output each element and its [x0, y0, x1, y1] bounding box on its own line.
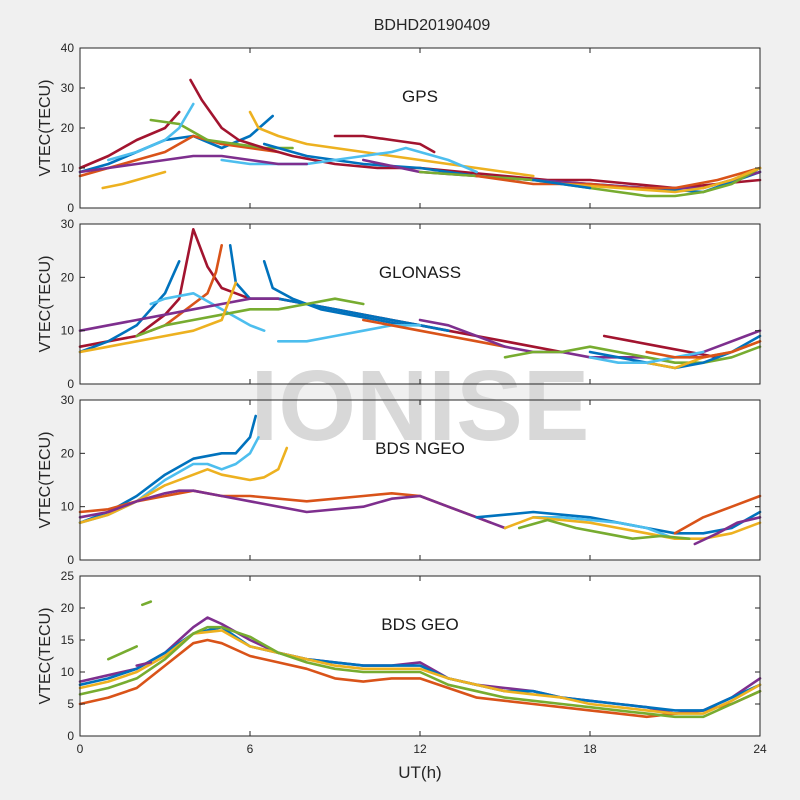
- panel-glonass: 0 10 20 30 GLONASS VTEC(TECU): [37, 217, 762, 391]
- y-tick-label: 15: [61, 633, 75, 647]
- series-line-bds-geo-1: [78, 638, 762, 719]
- x-tick-label: 24: [753, 742, 767, 756]
- series-line-gps-17: [101, 170, 167, 190]
- series-line-gps-16: [531, 178, 592, 190]
- series-line-glonass-6: [149, 291, 266, 333]
- watermark: IONISE: [251, 350, 590, 462]
- x-tick-label: 0: [77, 742, 84, 756]
- series-line-bds-geo-7: [141, 600, 153, 607]
- y-tick-label: 0: [67, 553, 74, 567]
- panel-label-bds-ngeo: BDS NGEO: [375, 439, 465, 458]
- y-tick-label: 10: [61, 324, 75, 338]
- y-tick-label: 30: [61, 217, 75, 231]
- series-line-glonass-9: [78, 281, 238, 354]
- y-tick-label: 5: [67, 697, 74, 711]
- x-tick-label: 6: [247, 742, 254, 756]
- series-line-bds-geo-5: [78, 625, 762, 719]
- series-line-gps-10: [333, 134, 436, 154]
- series-line-bds-geo-6: [107, 645, 138, 661]
- series-line-bds-ngeo-5: [78, 489, 507, 530]
- series-line-glonass-19: [645, 339, 762, 359]
- series-line-glonass-5: [262, 259, 408, 327]
- series-line-bds-ngeo-8: [503, 515, 762, 541]
- y-axis-label-bds-ngeo: VTEC(TECU): [37, 432, 54, 529]
- series-line-gps-5: [107, 102, 195, 162]
- plot-area-gps: [79, 47, 761, 209]
- y-tick-label: 20: [61, 270, 75, 284]
- y-tick-label: 30: [61, 393, 75, 407]
- series-line-gps-2: [78, 114, 275, 174]
- y-tick-label: 10: [61, 161, 75, 175]
- x-axis-label: UT(h): [398, 763, 441, 782]
- figure-title: BDHD20190409: [374, 17, 491, 34]
- y-axis-label-glonass: VTEC(TECU): [37, 256, 54, 353]
- series-line-glonass-11: [361, 318, 507, 349]
- series-line-gps-13: [418, 166, 762, 198]
- panel-bds-geo: 0 5 10 15 20 25 BDS GEO VTEC(TECU): [37, 569, 762, 743]
- y-tick-label: 10: [61, 500, 75, 514]
- panel-label-bds-geo: BDS GEO: [381, 615, 458, 634]
- series-line-glonass-8: [78, 297, 280, 333]
- y-tick-label: 20: [61, 446, 75, 460]
- series-line-gps-9: [220, 146, 479, 174]
- y-tick-label: 20: [61, 121, 75, 135]
- panel-label-glonass: GLONASS: [379, 263, 461, 282]
- y-tick-label: 0: [67, 201, 74, 215]
- series-line-gps-15: [560, 166, 762, 194]
- series-line-bds-ngeo-10: [673, 494, 762, 535]
- series-line-bds-ngeo-9: [517, 518, 691, 541]
- panel-label-gps: GPS: [402, 87, 438, 106]
- y-axis-label-bds-geo: VTEC(TECU): [37, 608, 54, 705]
- y-tick-label: 0: [67, 377, 74, 391]
- series-line-bds-geo-8: [135, 661, 153, 667]
- panel-bds-ngeo: 0 10 20 30 BDS NGEO VTEC(TECU): [37, 393, 762, 567]
- y-tick-label: 20: [61, 601, 75, 615]
- series-line-bds-ngeo-11: [693, 515, 762, 546]
- series-line-glonass-7: [135, 297, 365, 338]
- y-tick-label: 0: [67, 729, 74, 743]
- x-tick-label: 18: [583, 742, 597, 756]
- y-tick-label: 30: [61, 81, 75, 95]
- series-line-glonass-2: [78, 259, 181, 354]
- y-tick-label: 40: [61, 41, 75, 55]
- series-line-gps-11: [78, 154, 309, 174]
- series-line-glonass-18: [588, 350, 705, 365]
- series-line-bds-ngeo-7: [531, 515, 677, 541]
- panel-gps: 0 10 20 30 40 GPS VTEC(TECU): [37, 41, 762, 215]
- y-tick-label: 10: [61, 665, 75, 679]
- x-tick-label: 12: [413, 742, 427, 756]
- y-tick-label: 25: [61, 569, 75, 583]
- series-line-glonass-13: [503, 345, 762, 365]
- series-line-glonass-4: [228, 244, 450, 333]
- y-axis-label-gps: VTEC(TECU): [37, 80, 54, 177]
